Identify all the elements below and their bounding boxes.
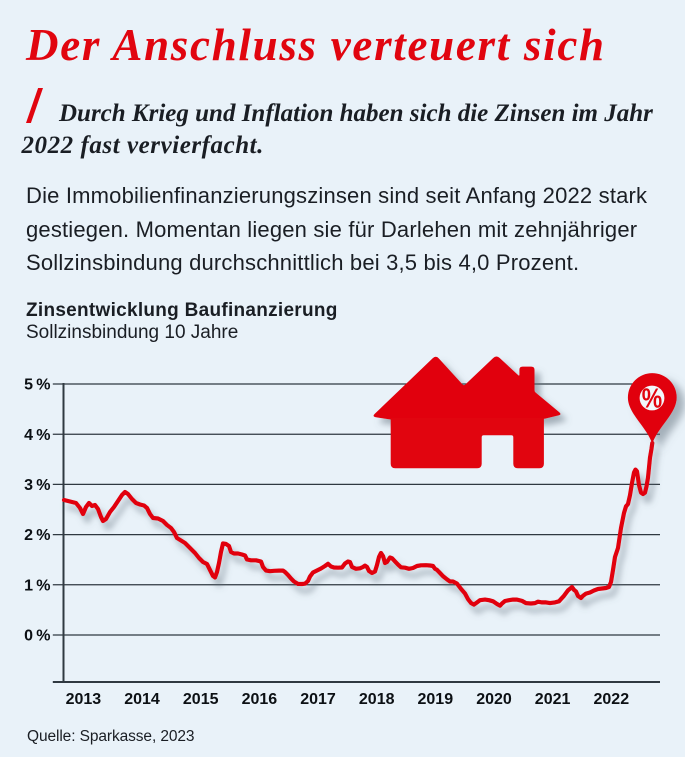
svg-text:2017: 2017 <box>300 691 336 708</box>
svg-text:2021: 2021 <box>535 691 571 708</box>
svg-text:2014: 2014 <box>124 691 160 708</box>
svg-text:2018: 2018 <box>359 691 395 708</box>
svg-text:2020: 2020 <box>476 691 512 708</box>
svg-text:%: % <box>642 384 663 415</box>
svg-text:2015: 2015 <box>183 691 219 708</box>
svg-text:2016: 2016 <box>242 691 278 708</box>
svg-text:2019: 2019 <box>418 691 454 708</box>
svg-text:1 %: 1 % <box>24 577 50 594</box>
svg-text:4 %: 4 % <box>24 427 50 444</box>
svg-text:2022: 2022 <box>594 691 630 708</box>
svg-text:2 %: 2 % <box>24 527 50 544</box>
svg-text:0 %: 0 % <box>24 628 50 645</box>
svg-text:3 %: 3 % <box>24 477 50 494</box>
svg-text:5 %: 5 % <box>24 377 50 394</box>
svg-text:2013: 2013 <box>66 691 102 708</box>
